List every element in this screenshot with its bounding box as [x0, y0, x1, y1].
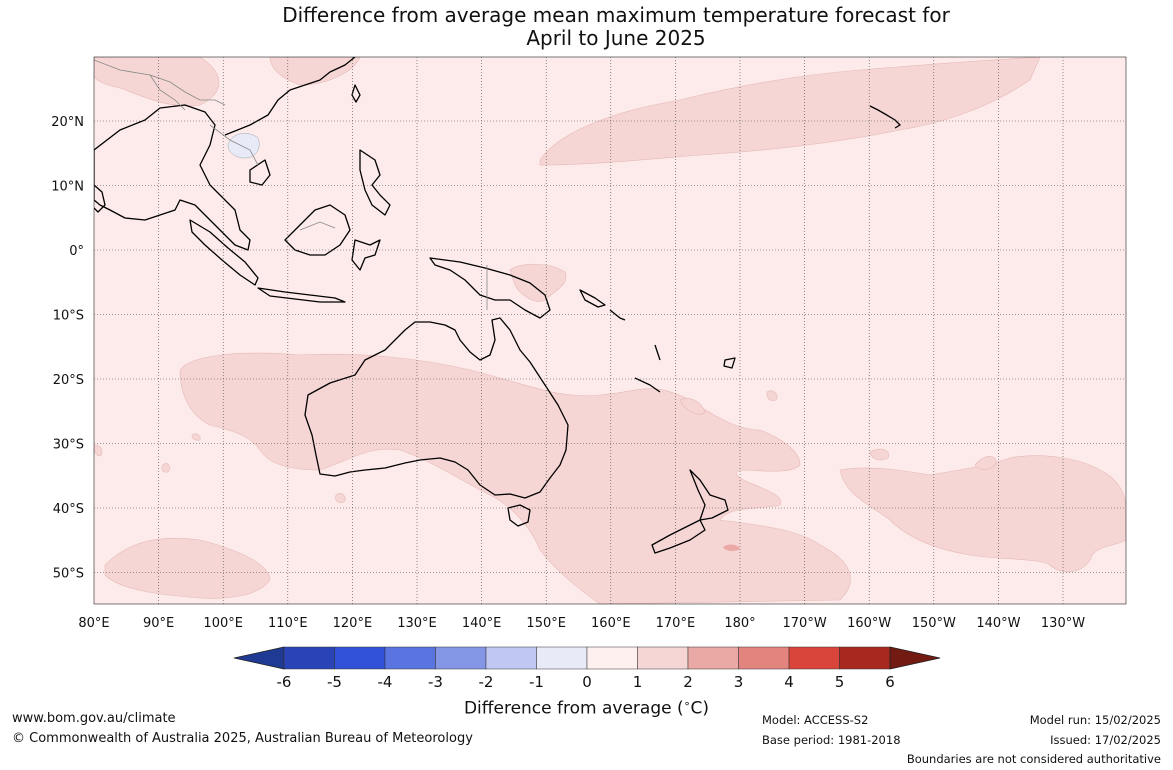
latitude-label: 0°	[69, 244, 84, 259]
latitude-label: 40°S	[53, 502, 84, 517]
colorbar-tick-labels: -6 -5 -4 -3 -2 -1 0 1 2 3 4 5 6	[277, 673, 895, 691]
copyright-text: © Commonwealth of Australia 2025, Austra…	[12, 731, 473, 746]
longitude-label: 130°W	[1041, 616, 1085, 631]
latitude-label: 10°N	[51, 180, 84, 195]
colorbar-tick-label: -4	[378, 673, 393, 691]
longitude-label: 140°W	[976, 616, 1020, 631]
colorbar-tick-label: 3	[734, 673, 744, 691]
colorbar-tick-label: -2	[479, 673, 494, 691]
colorbar-segment	[485, 646, 537, 670]
longitude-labels: 80°E 90°E 100°E 110°E 120°E 130°E 140°E 150°E 16…	[78, 616, 1085, 631]
latitude-label: 20°N	[51, 115, 84, 130]
longitude-label: 170°E	[656, 616, 696, 631]
chart-title: Difference from average mean maximum tem…	[0, 4, 1173, 50]
colorbar-segment	[839, 646, 891, 670]
colorbar-segment	[384, 646, 436, 670]
boundaries-disclaimer: Boundaries are not considered authoritat…	[906, 752, 1161, 766]
colorbar-segment	[586, 646, 638, 670]
colorbar-segment	[283, 646, 335, 670]
colorbar-tick-label: 6	[885, 673, 895, 691]
anomaly-2-to-3-region	[723, 544, 740, 552]
colorbar-segment	[788, 646, 840, 670]
base-period-text: Base period: 1981-2018	[762, 733, 901, 747]
longitude-label: 180°	[724, 616, 755, 631]
colorbar-tick-label: -1	[529, 673, 544, 691]
coastlines	[94, 57, 901, 554]
longitude-label: 110°E	[268, 616, 308, 631]
longitude-label: 130°E	[397, 616, 437, 631]
website-link[interactable]: www.bom.gov.au/climate	[12, 711, 176, 726]
longitude-label: 90°E	[143, 616, 174, 631]
longitude-label: 140°E	[462, 616, 502, 631]
colorbar-extend-high	[889, 646, 941, 670]
colorbar-title-unit: C)	[690, 698, 710, 719]
title-line-1: Difference from average mean maximum tem…	[282, 3, 950, 27]
longitude-label: 80°E	[78, 616, 109, 631]
map-frame	[93, 56, 1127, 605]
issued-text: Issued: 17/02/2025	[1050, 733, 1161, 747]
latitude-label: 20°S	[53, 373, 84, 388]
latitude-label: 10°S	[53, 309, 84, 324]
colorbar-tick-label: 2	[683, 673, 693, 691]
colorbar-segment	[687, 646, 739, 670]
colorbar-tick-label: -5	[327, 673, 342, 691]
model-run-text: Model run: 15/02/2025	[1029, 713, 1161, 727]
longitude-label: 100°E	[203, 616, 243, 631]
temperature-anomaly-map: 80°E 90°E 100°E 110°E 120°E 130°E 140°E 150°E 16…	[51, 56, 1127, 631]
colorbar-segment	[334, 646, 386, 670]
colorbar-segment	[536, 646, 588, 670]
colorbar-segment	[435, 646, 487, 670]
longitude-label: 150°E	[526, 616, 566, 631]
colorbar-extend-low	[233, 646, 285, 670]
longitude-label: 120°E	[333, 616, 373, 631]
model-text: Model: ACCESS-S2	[762, 713, 869, 727]
colorbar-title-degree: ∘	[683, 697, 691, 710]
latitude-label: 50°S	[53, 567, 84, 582]
title-line-2: April to June 2025	[526, 26, 706, 50]
anomaly-1-to-2-regions	[94, 57, 1126, 604]
latitude-labels: 20°N 10°N 0° 10°S 20°S 30°S 40°S 50°S	[51, 115, 84, 582]
colorbar-segment	[637, 646, 689, 670]
longitude-label: 170°W	[783, 616, 827, 631]
colorbar-tick-label: -3	[428, 673, 443, 691]
colorbar-tick-label: 5	[835, 673, 845, 691]
colorbar-tick-label: -6	[277, 673, 292, 691]
colorbar-tick-label: 4	[784, 673, 794, 691]
colorbar-title: Difference from average (∘C)	[0, 697, 1173, 719]
colorbar-tick-label: 1	[633, 673, 643, 691]
country-borders	[94, 59, 488, 310]
colorbar-segment	[738, 646, 790, 670]
colorbar-title-text: Difference from average (	[463, 698, 684, 719]
longitude-label: 150°W	[912, 616, 956, 631]
latitude-label: 30°S	[53, 438, 84, 453]
colorbar-tick-label: 0	[582, 673, 592, 691]
longitude-label: 160°W	[847, 616, 891, 631]
longitude-label: 160°E	[591, 616, 631, 631]
graticule-gridlines	[94, 57, 1126, 604]
colorbar-segments	[233, 646, 941, 670]
